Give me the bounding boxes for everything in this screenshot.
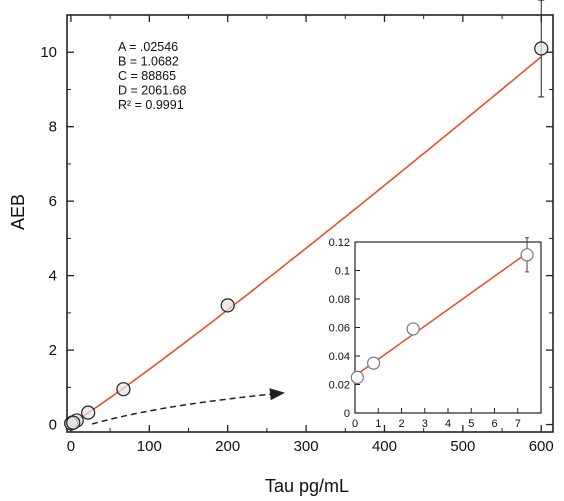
y-tick-label: 8 — [49, 119, 57, 136]
x-tick-label: 400 — [372, 438, 397, 455]
main-plot-border — [66, 14, 554, 433]
x-tick-label: 200 — [215, 438, 240, 455]
inset-y-tick-label: 0.12 — [329, 237, 350, 249]
inset-y-tick-label: 0 — [344, 408, 350, 420]
main-data-points — [64, 0, 549, 431]
y-tick-label: 6 — [49, 193, 57, 210]
x-tick-label: 500 — [450, 438, 475, 455]
inset-x-tick-label: 7 — [515, 418, 521, 430]
x-tick-label: 100 — [137, 438, 162, 455]
x-tick-label: 600 — [529, 438, 554, 455]
inset-y-tick-label: 0.1 — [335, 266, 350, 278]
fit-parameter: R² = 0.9991 — [118, 98, 184, 112]
inset-x-tick-label: 6 — [491, 418, 497, 430]
data-point — [116, 382, 131, 397]
inset-y-tick-label: 0.04 — [329, 351, 350, 363]
main-plot-frame — [66, 14, 554, 433]
y-tick-label: 4 — [49, 268, 57, 285]
inset-border — [354, 241, 542, 414]
data-point — [534, 41, 549, 56]
fit-parameter: B = 1.0682 — [118, 55, 179, 69]
fit-parameter: A = .02546 — [118, 40, 178, 54]
inset-data-point — [350, 370, 364, 384]
inset-fit-line — [355, 252, 528, 376]
y-axis-label: AEB — [8, 194, 28, 230]
fit-curve — [71, 56, 542, 424]
inset-data-point — [406, 322, 420, 336]
data-point — [66, 415, 81, 430]
fit-parameter: C = 88865 — [118, 69, 176, 83]
inset-y-tick-label: 0.08 — [329, 294, 350, 306]
inset-x-tick-label: 4 — [445, 418, 451, 430]
fit-parameter: D = 2061.68 — [118, 84, 187, 98]
x-axis-label: Tau pg/mL — [265, 476, 349, 496]
zoom-arrow — [91, 388, 285, 425]
y-tick-label: 0 — [49, 417, 57, 434]
inset-data-point — [367, 356, 381, 370]
inset-x-tick-label: 0 — [352, 418, 358, 430]
data-point — [220, 298, 235, 313]
inset-y-tick-label: 0.02 — [329, 380, 350, 392]
inset-x-tick-label: 3 — [422, 418, 428, 430]
inset-y-tick-label: 0.06 — [329, 323, 350, 335]
inset-x-tick-label: 1 — [375, 418, 381, 430]
data-point — [81, 405, 96, 420]
y-tick-label: 2 — [49, 342, 57, 359]
main-fit-line — [71, 56, 542, 424]
inset-plot: 0 1 2 3 4 5 6 7 0 0.02 0.04 0.06 0.08 0.1 0.12 — [329, 237, 542, 430]
x-tick-label: 0 — [67, 438, 75, 455]
inset-data-point — [520, 248, 534, 262]
inset-x-tick-label: 2 — [398, 418, 404, 430]
y-tick-label: 10 — [40, 44, 57, 61]
x-tick-label: 300 — [294, 438, 319, 455]
inset-x-tick-label: 5 — [468, 418, 474, 430]
